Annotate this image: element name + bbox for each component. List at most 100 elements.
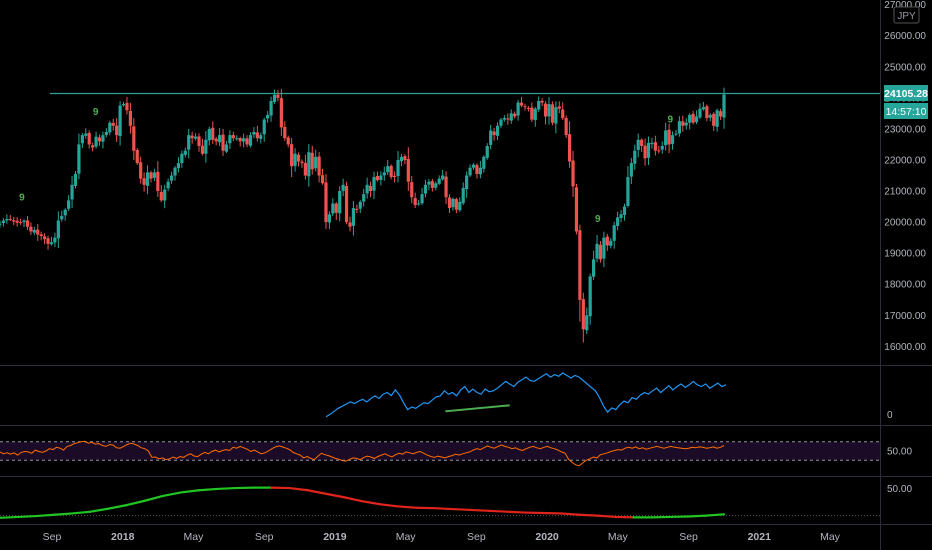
candle-body bbox=[471, 164, 476, 168]
candle-body bbox=[567, 134, 572, 162]
ma-pane[interactable] bbox=[0, 486, 880, 519]
candle-body bbox=[708, 114, 712, 118]
candle-body bbox=[513, 113, 517, 117]
candle-body bbox=[509, 113, 513, 121]
candle-body bbox=[320, 175, 325, 184]
candle-body bbox=[660, 146, 664, 150]
candle-body bbox=[489, 130, 493, 145]
candle-body bbox=[39, 234, 43, 237]
candle bbox=[43, 233, 47, 245]
last-price-label: 24105.28 bbox=[884, 88, 928, 100]
price-tick-label: 27000.00 bbox=[884, 0, 926, 11]
ma-segment bbox=[704, 513, 726, 517]
candle bbox=[602, 231, 606, 268]
candle bbox=[465, 171, 469, 198]
candle-body bbox=[197, 136, 201, 146]
candle bbox=[362, 188, 366, 207]
candle bbox=[252, 127, 256, 139]
time-tick-label: May bbox=[184, 531, 205, 543]
candle-body bbox=[578, 230, 582, 300]
candle-body bbox=[372, 177, 376, 191]
candle bbox=[173, 166, 177, 181]
candle-body bbox=[238, 137, 242, 142]
candle-body bbox=[73, 173, 78, 186]
candle bbox=[283, 121, 287, 141]
candle-body bbox=[530, 107, 534, 120]
setup-markers: 9 9 9 9 bbox=[19, 107, 673, 225]
candle bbox=[547, 97, 551, 125]
rsi-line bbox=[0, 440, 725, 467]
candle bbox=[53, 232, 57, 247]
candle-body bbox=[643, 145, 647, 159]
candle bbox=[193, 133, 198, 141]
candle bbox=[245, 135, 249, 148]
candle bbox=[694, 110, 699, 125]
candle bbox=[667, 123, 671, 154]
candle bbox=[567, 121, 572, 168]
candle bbox=[25, 215, 30, 230]
candle-body bbox=[430, 181, 434, 188]
candle bbox=[104, 128, 108, 138]
ma-segment bbox=[17, 514, 38, 519]
rsi-pane[interactable] bbox=[0, 440, 880, 467]
candle-body bbox=[619, 214, 623, 218]
candle bbox=[557, 101, 561, 114]
candle-body bbox=[543, 103, 548, 117]
candle-body bbox=[25, 220, 30, 227]
candle bbox=[303, 154, 307, 180]
price-pane[interactable]: 9 9 9 9 bbox=[0, 87, 880, 343]
candle bbox=[156, 161, 160, 197]
candle-body bbox=[269, 100, 273, 116]
candle bbox=[338, 186, 342, 222]
time-axis[interactable]: Sep 2018 May Sep 2019 May Sep 2020 May Sep 2021 May bbox=[43, 531, 841, 543]
candle-body bbox=[506, 118, 510, 120]
candle-body bbox=[300, 161, 304, 164]
candle bbox=[259, 132, 263, 144]
candle bbox=[121, 101, 126, 107]
candle bbox=[32, 226, 36, 235]
candle bbox=[513, 111, 517, 119]
candle-body bbox=[152, 172, 157, 178]
candle-body bbox=[211, 127, 215, 140]
candle-body bbox=[451, 198, 455, 208]
candle bbox=[139, 156, 143, 184]
candle-body bbox=[588, 276, 592, 317]
candle bbox=[718, 108, 723, 120]
candle bbox=[475, 163, 479, 179]
candle-body bbox=[12, 220, 16, 222]
candle bbox=[372, 171, 376, 199]
candle bbox=[691, 110, 695, 125]
candle-body bbox=[499, 119, 503, 126]
currency-badge[interactable] bbox=[893, 6, 920, 24]
candle bbox=[39, 231, 43, 241]
rsi-tick-label: 50.00 bbox=[887, 447, 912, 458]
candle-body bbox=[715, 110, 719, 127]
candle-body bbox=[718, 111, 723, 117]
candle-body bbox=[314, 156, 318, 169]
ma-segment bbox=[559, 512, 581, 516]
candle bbox=[115, 118, 119, 142]
candle bbox=[533, 107, 537, 127]
candle bbox=[526, 105, 531, 112]
ma-segment bbox=[143, 494, 164, 502]
candle-body bbox=[46, 238, 50, 244]
candle bbox=[379, 171, 383, 186]
candle bbox=[36, 223, 40, 241]
time-tick-label: 2021 bbox=[748, 531, 772, 543]
indicator-pane[interactable] bbox=[325, 372, 727, 418]
candle bbox=[368, 181, 373, 198]
candle-body bbox=[242, 138, 246, 142]
ma-segment bbox=[53, 512, 74, 516]
candle bbox=[492, 127, 496, 141]
candle-body bbox=[235, 138, 239, 140]
time-tick-label: 2018 bbox=[111, 531, 135, 543]
candle-body bbox=[145, 172, 150, 186]
price-axis[interactable]: 16000.00 17000.00 18000.00 19000.00 20000.00… bbox=[884, 0, 926, 495]
candle bbox=[248, 132, 253, 148]
ma-segment bbox=[397, 505, 418, 509]
candle bbox=[0, 220, 2, 228]
candle bbox=[166, 178, 170, 192]
indicator-line bbox=[325, 372, 727, 418]
candle bbox=[12, 216, 16, 226]
candle bbox=[444, 171, 448, 204]
